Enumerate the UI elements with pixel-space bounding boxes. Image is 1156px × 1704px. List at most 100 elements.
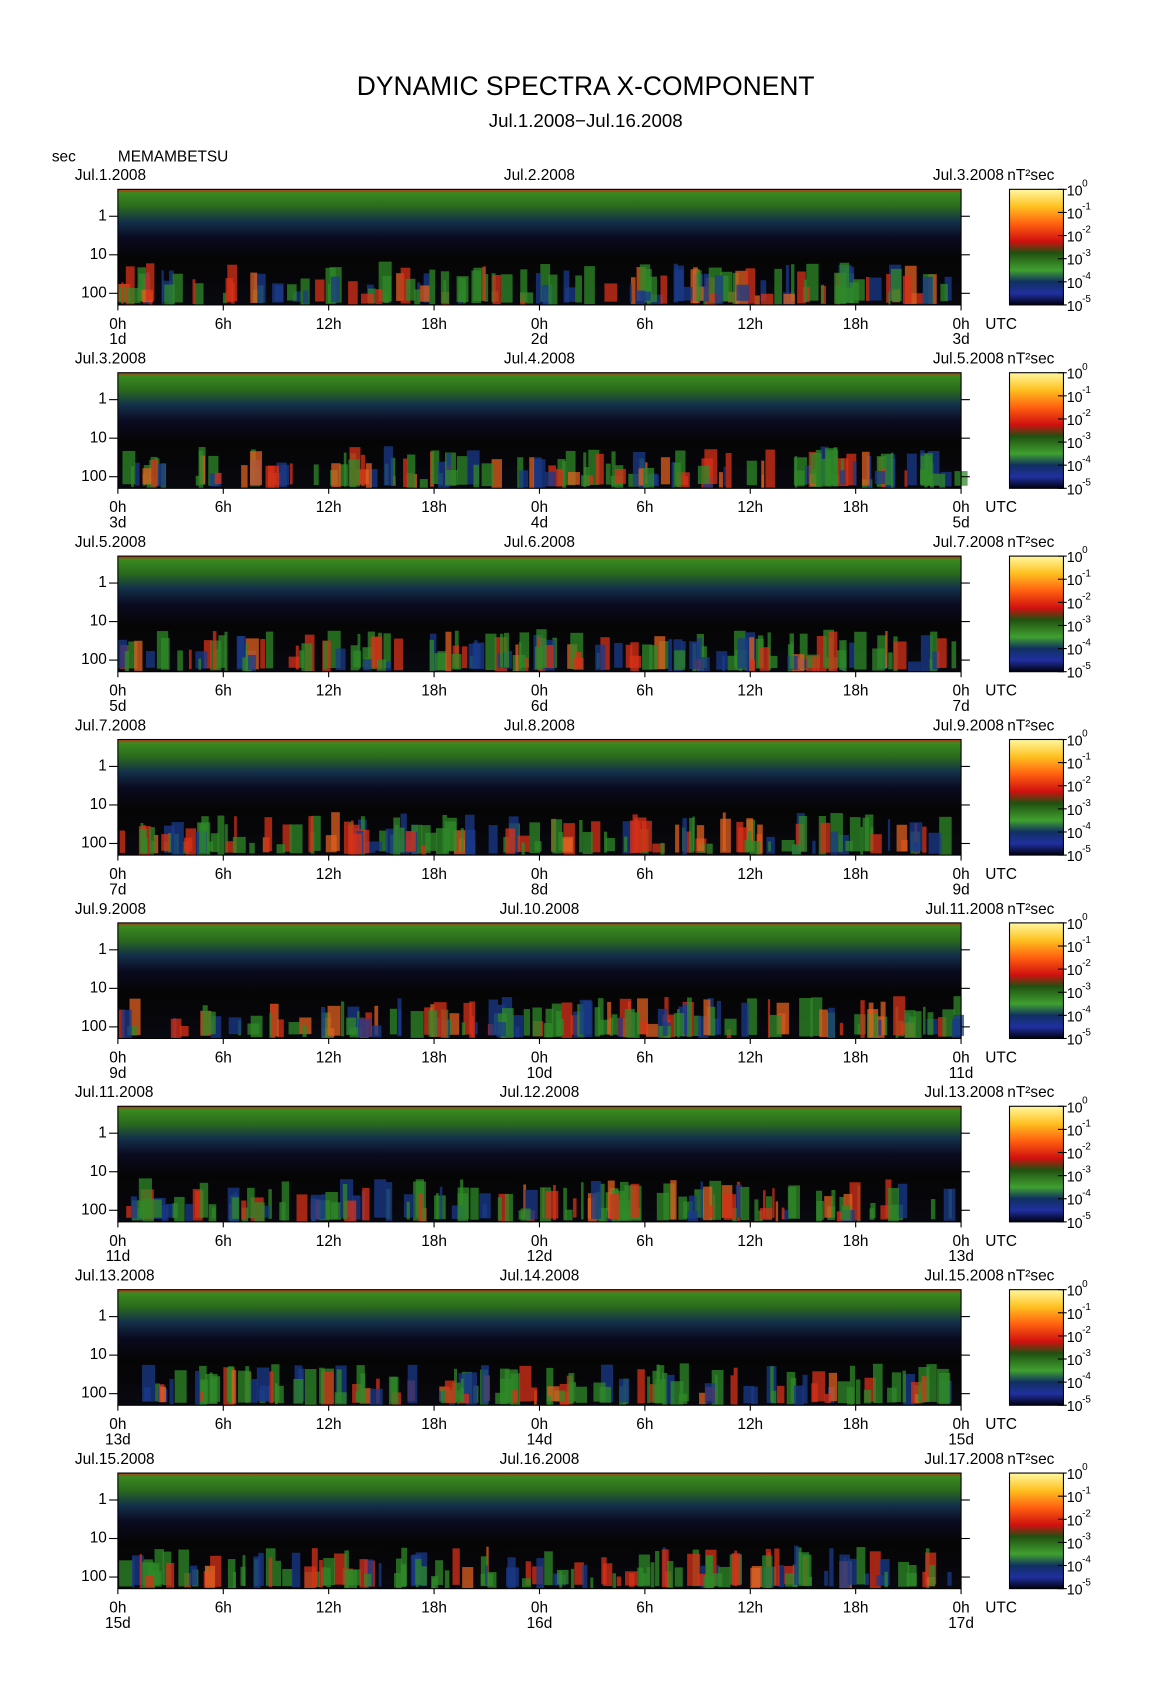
colorbar-tick-exponent: -4 [1082,1004,1091,1015]
spectrogram-cell [927,451,940,486]
spectrogram-cell [150,459,158,487]
date-label: Jul.5.2008 [75,534,146,551]
spectrogram-cell [735,1184,743,1218]
spectrogram-cell [208,455,219,486]
x-tick-label: 12h [316,1049,342,1066]
spectrogram-cell [145,650,155,668]
spectrogram-cell [704,1383,717,1404]
spectrogram-cell [355,1391,360,1402]
spectrogram-cell [699,1392,707,1405]
colorbar-tick-base: 10 [1067,1330,1083,1346]
colorbar-tick-base: 10 [1067,940,1083,956]
spectrogram-cell [458,277,467,302]
spectrogram-cell [750,1567,760,1589]
spectrogram-cell [718,472,723,488]
spectrogram-cell [437,461,449,489]
spectrogram-cell [824,1570,829,1586]
spectrogram-cell [529,457,535,489]
spectrogram-cell [224,824,228,853]
colorbar-tick-exponent: -2 [1082,958,1091,969]
spectrogram-cell [119,286,129,303]
x-tick-label: 6h [215,1600,232,1617]
spectrogram-cell [674,650,685,670]
spectrogram-cell [922,276,933,305]
colorbar-tick-exponent: -1 [1082,202,1091,213]
spectrogram-cell [795,1547,802,1585]
colorbar-tick-base: 10 [1067,230,1083,246]
spectrogram-cell [428,1010,438,1037]
spectrogram-cell [210,1555,222,1587]
spectrogram-cell [888,291,891,305]
spectrogram-cell [170,1018,182,1039]
x-tick-label: 18h [421,866,447,883]
spectrogram-cell [463,1002,472,1035]
spectrogram-cell [231,1370,237,1404]
spectrogram-cell [668,639,673,672]
spectrogram-cell [359,1388,371,1404]
spectrogram-cell [703,1576,715,1589]
spectrogram-cell [222,292,227,304]
spectrogram-cell [364,1573,372,1587]
spectrogram-cell [470,1187,479,1220]
spectrogram-cell [754,1199,759,1222]
spectrogram-cell [293,1378,304,1404]
colorbar-tick-exponent: -2 [1082,1142,1091,1153]
colorbar-tick-base: 10 [1067,253,1083,269]
spectrogram-cell [437,651,446,671]
day-label: 12d [527,1248,553,1265]
x-tick-label: 0h [109,316,126,333]
spectrogram-cell [939,816,952,856]
station: MEMAMBETSU [118,148,228,165]
spectrogram-cell [812,656,819,672]
spectrogram-cell [675,824,680,853]
spectrogram-cell [488,999,498,1036]
spectrogram-cell [703,999,711,1035]
spectrogram-cell [781,1207,785,1220]
spectrogram-cell [292,291,302,302]
spectrogram-cell [749,659,756,672]
colorbar-tick-base: 10 [1067,1536,1083,1552]
spectrogram-cell [446,469,458,486]
colorbar-tick-base: 10 [1067,803,1083,819]
x-tick-label: 6h [215,683,232,700]
spectrogram-cell [420,285,430,302]
spectrogram-cell [131,466,134,487]
spectrogram [117,556,962,672]
colorbar-tick-exponent: -3 [1082,1348,1091,1359]
spectrogram-cell [497,1197,502,1221]
spectrogram-cell [249,842,255,854]
spectrogram-cell [697,465,711,485]
spectrogram-cell [736,284,749,301]
colorbar-unit: nT²sec [1007,1451,1054,1468]
x-unit: UTC [985,1416,1017,1433]
spectrogram-cell [198,450,204,489]
spectrogram-cell [407,1364,418,1404]
spectrogram-cell [348,281,358,305]
date-label: Jul.12.2008 [500,1084,580,1101]
spectrogram-cell [765,449,775,488]
spectrogram-cell [304,1369,317,1406]
spectrogram-cell [268,1557,273,1588]
colorbar-tick-base: 10 [1067,550,1083,566]
x-tick-label: 0h [109,1416,126,1433]
x-tick-label: 6h [636,499,653,516]
spectrogram-cell [762,1190,766,1219]
x-tick-label: 0h [531,1416,548,1433]
spectrogram-cell [655,1551,660,1587]
spectrogram-cell [775,1201,779,1222]
spectrogram-cell [574,1562,584,1585]
spectrogram-cell [289,463,293,485]
spectrogram-cell [540,264,551,302]
spectrogram-cell [860,1000,865,1038]
day-label: 7d [952,698,969,715]
spectrogram-cell [331,463,341,488]
spectrogram-cell [932,651,940,670]
spectrogram-cell [134,640,143,671]
spectrogram-cell [545,1008,554,1038]
spectrogram-cell [831,1189,836,1218]
spectrogram-cell [249,1379,258,1403]
spectrogram-cell [202,1005,208,1036]
spectrogram-cell [555,1010,562,1037]
spectrogram-cell [611,451,616,488]
spectrogram-cell [828,1372,838,1402]
